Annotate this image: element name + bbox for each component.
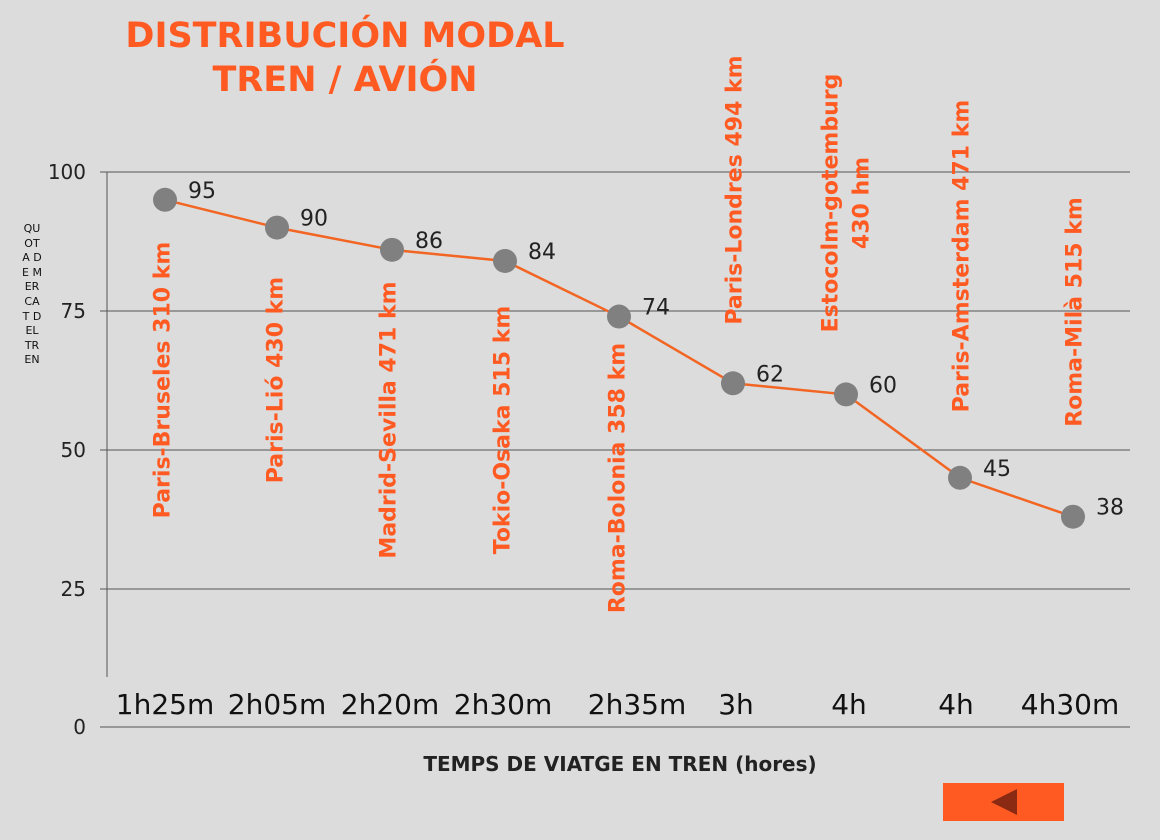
x-tick-label: 1h25m — [116, 688, 214, 721]
route-label: Roma-Bolonia 358 km — [606, 343, 631, 613]
chart-title-line-1: DISTRIBUCIÓN MODAL — [125, 16, 565, 56]
route-label: Paris-Londres 494 km — [723, 55, 748, 324]
chart-title: DISTRIBUCIÓN MODAL TREN / AVIÓN — [110, 14, 580, 102]
data-point — [834, 382, 858, 407]
y-axis-label: QUOTA DE MERCAT DEL TREN — [22, 222, 43, 367]
x-tick-label: 2h30m — [454, 688, 552, 721]
y-tick-label: 50 — [61, 438, 86, 462]
data-label: 84 — [528, 240, 556, 265]
data-label: 86 — [415, 229, 443, 254]
data-label: 95 — [188, 179, 216, 204]
y-tick-label: 25 — [61, 577, 86, 601]
route-label: Tokio-Osaka 515 km — [491, 306, 516, 555]
data-point — [948, 465, 972, 490]
route-label: Paris-Lió 430 km — [264, 277, 289, 483]
x-tick-label: 3h — [718, 688, 754, 721]
data-label: 38 — [1096, 496, 1124, 521]
route-label: Roma-Milà 515 km — [1063, 197, 1088, 427]
y-tick-label: 0 — [73, 715, 86, 739]
data-label: 62 — [756, 362, 784, 387]
x-axis-label: TEMPS DE VIATGE EN TREN (hores) — [423, 752, 817, 776]
data-label: 60 — [869, 373, 897, 398]
back-arrow-icon — [991, 789, 1017, 815]
data-label: 45 — [983, 457, 1011, 482]
data-point — [153, 187, 177, 212]
x-tick-label: 2h35m — [588, 688, 686, 721]
route-label: Paris-Amsterdam 471 km — [950, 100, 975, 413]
data-point — [1061, 504, 1085, 529]
x-tick-label: 4h30m — [1021, 688, 1119, 721]
data-point — [493, 248, 517, 273]
data-point — [607, 304, 631, 329]
x-tick-label: 4h — [938, 688, 974, 721]
back-button[interactable] — [943, 783, 1064, 821]
x-tick-label: 4h — [831, 688, 867, 721]
x-tick-label: 2h20m — [341, 688, 439, 721]
data-point — [721, 371, 745, 396]
route-label: Madrid-Sevilla 471 km — [377, 281, 402, 558]
data-point — [380, 237, 404, 262]
x-tick-label: 2h05m — [228, 688, 326, 721]
chart-title-line-2: TREN / AVIÓN — [212, 60, 478, 100]
y-tick-label: 75 — [61, 299, 86, 323]
data-point — [265, 215, 289, 240]
route-label: 430 hm — [850, 157, 875, 249]
route-label: Estocolm-gotemburg — [819, 74, 844, 333]
route-label: Paris-Bruseles 310 km — [151, 242, 176, 519]
y-tick-label: 100 — [48, 160, 86, 184]
data-label: 90 — [300, 207, 328, 232]
data-label: 74 — [642, 296, 670, 321]
